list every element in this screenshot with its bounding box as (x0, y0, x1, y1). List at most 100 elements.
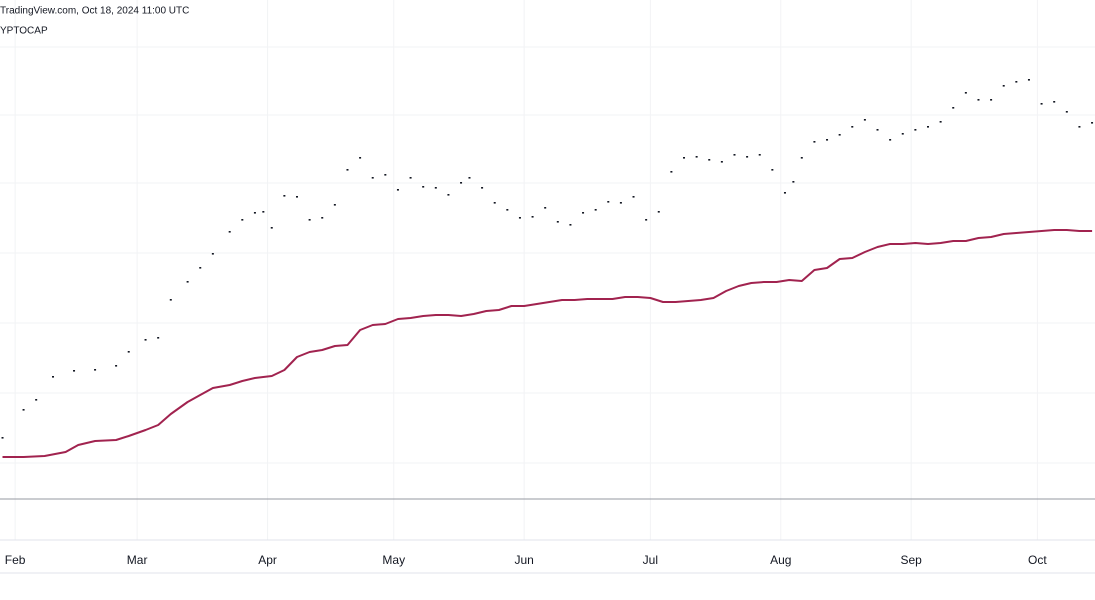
price-dot (851, 126, 854, 128)
price-dot (333, 204, 336, 206)
price-dot (186, 281, 189, 283)
price-dot (800, 157, 803, 159)
x-tick-label: Aug (770, 553, 791, 567)
price-dot (384, 174, 387, 176)
price-dot (783, 192, 786, 194)
price-dot (695, 156, 698, 158)
price-dot (73, 370, 76, 372)
price-dot (346, 169, 349, 171)
price-dot (964, 92, 967, 94)
price-dot (295, 196, 298, 198)
price-dot (1040, 103, 1043, 105)
price-dot (771, 169, 774, 171)
x-tick-label: Mar (127, 553, 148, 567)
price-dot (1065, 111, 1068, 113)
price-dot (990, 99, 993, 101)
price-dot (127, 351, 130, 353)
x-tick-label: Apr (258, 553, 277, 567)
price-dot (746, 156, 749, 158)
price-dot (35, 399, 38, 401)
price-dot (1002, 85, 1005, 87)
price-dot (582, 212, 585, 214)
symbol-label: YPTOCAP (0, 26, 48, 37)
price-dot (952, 107, 955, 109)
x-tick-label: May (382, 553, 405, 567)
price-dot (813, 141, 816, 143)
ma-line (2, 229, 1093, 458)
price-dot (283, 195, 286, 197)
price-dot (531, 216, 534, 218)
price-dot (556, 221, 559, 223)
price-dot (359, 157, 362, 159)
price-dot (720, 161, 723, 163)
x-tick-label: Feb (5, 553, 26, 567)
x-tick-label: Oct (1028, 553, 1047, 567)
x-tick-label: Sep (900, 553, 922, 567)
price-dot (544, 207, 547, 209)
price-dot (241, 219, 244, 221)
price-dot (863, 119, 866, 121)
price-dot (607, 201, 610, 203)
price-dot (22, 409, 25, 411)
price-dot (926, 126, 929, 128)
price-dot (211, 253, 214, 255)
price-dot (447, 194, 450, 196)
price-dot (1091, 122, 1094, 124)
price-dot (144, 339, 147, 341)
price-dot (792, 181, 795, 183)
price-dot (270, 227, 273, 229)
price-dot (569, 224, 572, 226)
price-dot (1015, 81, 1018, 83)
price-dot (1078, 126, 1081, 128)
price-dot (262, 211, 265, 213)
price-dot (733, 154, 736, 156)
price-dot (645, 219, 648, 221)
source-label: TradingView.com, Oct 18, 2024 11:00 UTC (0, 6, 189, 17)
price-dot (758, 154, 761, 156)
grid (0, 0, 1095, 540)
price-dot (657, 211, 660, 213)
price-dot (396, 189, 399, 191)
price-dot (977, 99, 980, 101)
price-dot (1, 437, 4, 439)
price-dot (838, 134, 841, 136)
price-dot (670, 171, 673, 173)
price-dot (481, 187, 484, 189)
price-dot (939, 121, 942, 123)
price-dot (876, 129, 879, 131)
price-dot (422, 186, 425, 188)
price-dot (493, 202, 496, 204)
price-dot (199, 267, 202, 269)
price-dot (409, 177, 412, 179)
price-dot (321, 217, 324, 219)
price-dot (632, 196, 635, 198)
price-dot (460, 182, 463, 184)
price-dot (371, 177, 374, 179)
x-tick-label: Jun (514, 553, 533, 567)
price-dot (506, 209, 509, 211)
price-dot (468, 177, 471, 179)
x-tick-label: Jul (643, 553, 658, 567)
price-dot (901, 133, 904, 135)
price-dot (708, 159, 711, 161)
price-dot (619, 202, 622, 204)
price-dot (683, 157, 686, 159)
price-dot (914, 129, 917, 131)
price-dot (157, 337, 160, 339)
price-dot (253, 212, 256, 214)
price-dot (434, 187, 437, 189)
price-dot (1053, 101, 1056, 103)
price-dot (1027, 79, 1030, 81)
price-dot (115, 365, 118, 367)
price-dot (308, 219, 311, 221)
price-dot (94, 369, 97, 371)
price-dot (228, 231, 231, 233)
price-dot (594, 209, 597, 211)
price-dot (889, 139, 892, 141)
price-dot (826, 139, 829, 141)
price-dot (169, 299, 172, 301)
price-dot (52, 376, 55, 378)
price-dot (518, 217, 521, 219)
